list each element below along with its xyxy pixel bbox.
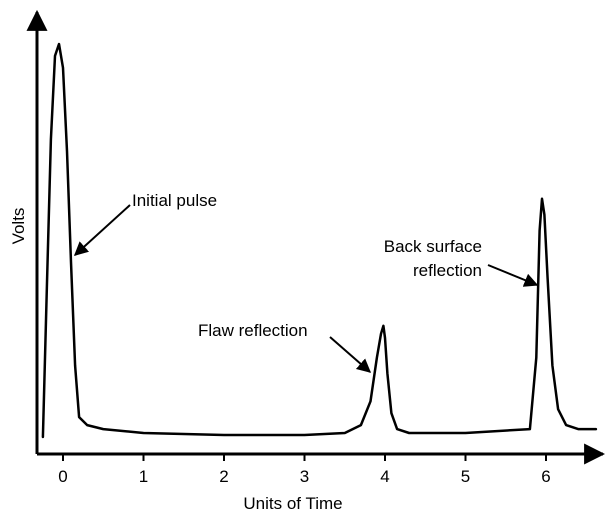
signal-trace <box>41 42 598 439</box>
x-tick-label-6: 6 <box>541 467 550 486</box>
annotation-back-surface-line-1: reflection <box>413 261 482 280</box>
x-tick-label-2: 2 <box>219 467 228 486</box>
x-tick-label-4: 4 <box>380 467 389 486</box>
annotation-arrow-back-surface <box>487 264 539 287</box>
x-tick-label-3: 3 <box>300 467 309 486</box>
annotation-arrow-initial-pulse <box>73 204 131 256</box>
x-tick-label-0: 0 <box>58 467 67 486</box>
annotation-back-surface-reflection: Back surface reflection <box>384 237 482 280</box>
annotation-back-surface-line-0: Back surface <box>384 237 482 256</box>
x-ticks: 0 1 2 3 4 5 6 <box>58 454 551 486</box>
annotation-initial-pulse: Initial pulse <box>132 191 217 210</box>
y-axis-label: Volts <box>9 208 28 245</box>
x-tick-label-1: 1 <box>139 467 148 486</box>
x-axis-label: Units of Time <box>243 494 342 513</box>
x-tick-label-5: 5 <box>461 467 470 486</box>
annotation-arrow-flaw-reflection <box>329 336 372 373</box>
annotation-flaw-reflection: Flaw reflection <box>198 321 308 340</box>
